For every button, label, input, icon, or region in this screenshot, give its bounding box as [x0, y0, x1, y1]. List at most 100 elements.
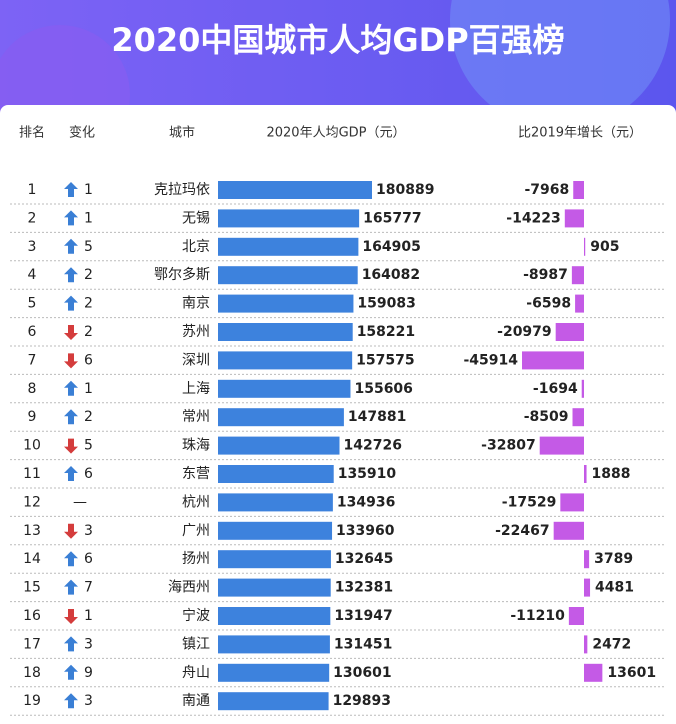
city: 广州	[182, 523, 210, 539]
growth-label: -7968	[524, 182, 569, 198]
growth-label: 905	[590, 239, 619, 255]
growth-label: -45914	[463, 352, 518, 368]
gdp-label: 131947	[334, 608, 392, 624]
change: —	[73, 494, 87, 510]
gdp-bar	[218, 351, 353, 370]
rank: 9	[28, 409, 37, 425]
gdp-bar	[218, 550, 331, 569]
rank: 1	[28, 182, 37, 198]
rank: 19	[23, 693, 41, 709]
arrow-up	[64, 238, 78, 254]
rank: 5	[28, 296, 37, 312]
gdp-label: 130601	[333, 665, 391, 681]
gdp-label: 147881	[348, 409, 406, 425]
gdp-label: 165777	[363, 210, 421, 226]
gdp-bar	[218, 266, 358, 285]
rank: 4	[28, 267, 37, 283]
growth-bar	[575, 294, 584, 313]
change: 2	[84, 324, 93, 340]
rank: 10	[23, 438, 41, 454]
gdp-bar	[218, 493, 333, 512]
city: 宁波	[182, 607, 210, 624]
decor-blob	[450, 0, 670, 130]
arrow-up	[64, 295, 78, 311]
change: 1	[84, 182, 93, 198]
city: 南通	[182, 693, 210, 709]
col-header: 城市	[169, 125, 195, 141]
city: 深圳	[182, 352, 210, 368]
gdp-label: 157575	[356, 352, 414, 368]
arrow-up	[64, 182, 78, 197]
change: 2	[84, 296, 93, 312]
rank: 16	[23, 608, 41, 624]
arrow-up	[64, 210, 78, 226]
growth-label: -6598	[526, 296, 571, 312]
gdp-label: 158221	[357, 324, 415, 340]
gdp-bar	[218, 607, 331, 625]
gdp-label: 180889	[376, 182, 434, 198]
change: 1	[84, 608, 93, 624]
growth-label: -20979	[497, 324, 552, 340]
change: 2	[84, 267, 93, 283]
change: 5	[84, 239, 93, 255]
growth-label: -11210	[510, 608, 565, 624]
arrow-down	[64, 438, 78, 454]
growth-bar	[555, 323, 584, 341]
rank: 12	[23, 494, 41, 510]
change: 1	[84, 210, 93, 226]
growth-bar	[568, 607, 584, 625]
city: 杭州	[182, 494, 210, 510]
arrow-down	[64, 523, 78, 539]
gdp-label: 132645	[335, 551, 393, 567]
gdp-bar	[218, 663, 330, 682]
change: 5	[84, 438, 93, 454]
arrow-up	[64, 409, 78, 425]
growth-bar	[584, 635, 588, 654]
gdp-label: 159083	[357, 296, 415, 312]
gdp-label: 131451	[334, 636, 392, 652]
rank: 15	[23, 580, 41, 596]
arrow-up	[64, 579, 78, 595]
arrow-down	[64, 609, 78, 624]
change: 6	[84, 551, 93, 567]
gdp-bar	[218, 294, 354, 313]
city: 常州	[182, 409, 210, 425]
watermark: 聚汇数据	[580, 688, 644, 707]
growth-label: 2472	[592, 636, 631, 652]
city: 舟山	[182, 665, 210, 681]
city: 扬州	[182, 551, 210, 567]
growth-bar	[564, 209, 584, 228]
change: 7	[84, 580, 93, 596]
gdp-bar	[218, 692, 329, 711]
gdp-bar	[218, 209, 360, 228]
growth-bar	[584, 550, 590, 569]
growth-bar	[572, 408, 584, 427]
change: 3	[84, 523, 93, 539]
growth-label: 13601	[607, 665, 656, 681]
change: 3	[84, 636, 93, 652]
city: 苏州	[182, 324, 210, 340]
gdp-label: 134936	[337, 494, 395, 510]
rank: 14	[23, 551, 41, 567]
gdp-label: 133960	[336, 523, 395, 539]
gdp-bar	[218, 323, 353, 341]
gdp-label: 164082	[362, 267, 420, 283]
gdp-bar	[218, 436, 340, 455]
rank: 18	[23, 665, 41, 681]
rank: 6	[28, 324, 37, 340]
title: 2020中国城市人均GDP百强榜	[111, 21, 564, 59]
city: 镇江	[182, 636, 210, 652]
growth-bar	[573, 181, 584, 199]
city: 北京	[182, 239, 210, 255]
gdp-bar	[218, 408, 344, 427]
growth-bar	[584, 663, 603, 682]
growth-label: -32807	[481, 438, 536, 454]
growth-bar	[584, 578, 591, 597]
city: 无锡	[182, 210, 210, 226]
gdp-label: 155606	[354, 381, 412, 397]
growth-bar	[584, 237, 586, 256]
growth-bar	[584, 465, 587, 483]
arrow-up	[64, 693, 78, 709]
city: 鄂尔多斯	[154, 266, 210, 283]
growth-label: -17529	[502, 494, 557, 510]
